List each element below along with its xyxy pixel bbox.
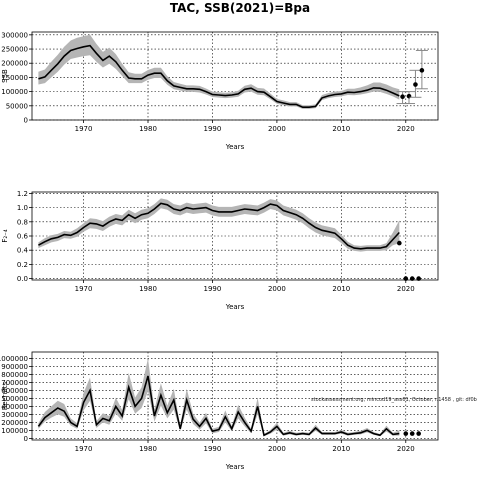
- y-tick-label: 150000: [1, 74, 28, 82]
- y-tick-label: 0: [24, 435, 28, 443]
- x-axis-label: Years: [225, 463, 245, 471]
- y-tick-label: 700000: [1, 379, 28, 387]
- y-tick-label: 1000000: [0, 355, 28, 363]
- y-tick-label: 500000: [1, 395, 28, 403]
- forecast-point: [413, 82, 418, 87]
- y-tick-label: 0.4: [17, 247, 29, 255]
- estimate-line: [38, 202, 400, 250]
- forecast-point: [419, 68, 425, 73]
- x-tick-label: 1990: [204, 445, 222, 453]
- forecast-point: [416, 431, 421, 436]
- y-tick-label: 300000: [1, 411, 28, 419]
- x-tick-label: 1970: [75, 285, 93, 293]
- x-tick-label: 2010: [332, 445, 350, 453]
- x-tick-label: 1970: [75, 445, 93, 453]
- x-tick-label: 1980: [139, 285, 157, 293]
- y-tick-label: 0.6: [17, 233, 29, 241]
- forecast-point: [397, 240, 402, 246]
- y-tick-label: 0.2: [17, 261, 28, 269]
- panel-2: 1970 1980 1990 2000 2010 2020 0.0 0.2 0.4 0.6 0.8 1…: [1, 190, 439, 311]
- y-tick-label: 300000: [1, 31, 28, 39]
- forecast-point: [403, 431, 409, 436]
- y-tick-label: 1.0: [17, 204, 28, 212]
- x-axis-label: Years: [225, 303, 245, 311]
- y-tick-label: 900000: [1, 363, 28, 371]
- confidence-band: [38, 198, 400, 252]
- plot-frame: [31, 31, 439, 121]
- y-tick-label: 800000: [1, 371, 28, 379]
- y-tick-label: 600000: [1, 387, 28, 395]
- y-tick-label: 200000: [1, 419, 28, 427]
- x-tick-label: 2010: [332, 125, 350, 133]
- y-axis-label: SSB: [1, 69, 9, 83]
- forecast-point: [400, 94, 405, 100]
- x-tick-label: 2020: [397, 125, 415, 133]
- x-tick-label: 2010: [332, 285, 350, 293]
- y-tick-label: 50000: [6, 102, 28, 110]
- x-tick-label: 1980: [139, 445, 157, 453]
- y-tick-label: 0.8: [17, 218, 28, 226]
- x-tick-label: 1970: [75, 125, 93, 133]
- y-tick-label: 0.0: [17, 275, 28, 283]
- x-tick-label: 2020: [397, 445, 415, 453]
- x-tick-label: 2020: [397, 285, 415, 293]
- plot-frame: [31, 351, 439, 441]
- x-axis-label: Years: [225, 143, 245, 151]
- x-tick-label: 1990: [204, 125, 222, 133]
- x-tick-label: 2000: [268, 445, 286, 453]
- y-tick-label: 250000: [1, 46, 28, 54]
- y-tick-label: 400000: [1, 403, 28, 411]
- y-axis-label: Recruits: [1, 381, 9, 410]
- panel-1: 1970 1980 1990 2000 2010 2020 0 50000 100000 1500…: [1, 31, 439, 151]
- chart-title: TAC, SSB(2021)=Bpa: [170, 1, 310, 15]
- panel-3: 1970 1980 1990 2000 2010 2020 0100000200000300…: [0, 351, 439, 471]
- y-tick-label: 100000: [1, 88, 28, 96]
- confidence-band: [38, 358, 400, 437]
- y-tick-label: 100000: [1, 427, 28, 435]
- confidence-band: [38, 34, 400, 109]
- forecast-point: [409, 431, 415, 436]
- x-tick-label: 1980: [139, 125, 157, 133]
- y-tick-label: 1.2: [17, 190, 28, 198]
- y-axis-label: F₂₋₄: [1, 229, 9, 243]
- x-tick-label: 2000: [268, 285, 286, 293]
- estimate-line: [37, 375, 400, 437]
- x-tick-label: 1990: [204, 285, 222, 293]
- y-tick-label: 200000: [1, 60, 28, 68]
- estimate-line: [38, 44, 400, 108]
- y-tick-label: 0: [24, 117, 28, 125]
- stockassessment-note: stockassessment.org, mincod19_ass01, Oct…: [311, 397, 477, 403]
- x-tick-label: 2000: [268, 125, 286, 133]
